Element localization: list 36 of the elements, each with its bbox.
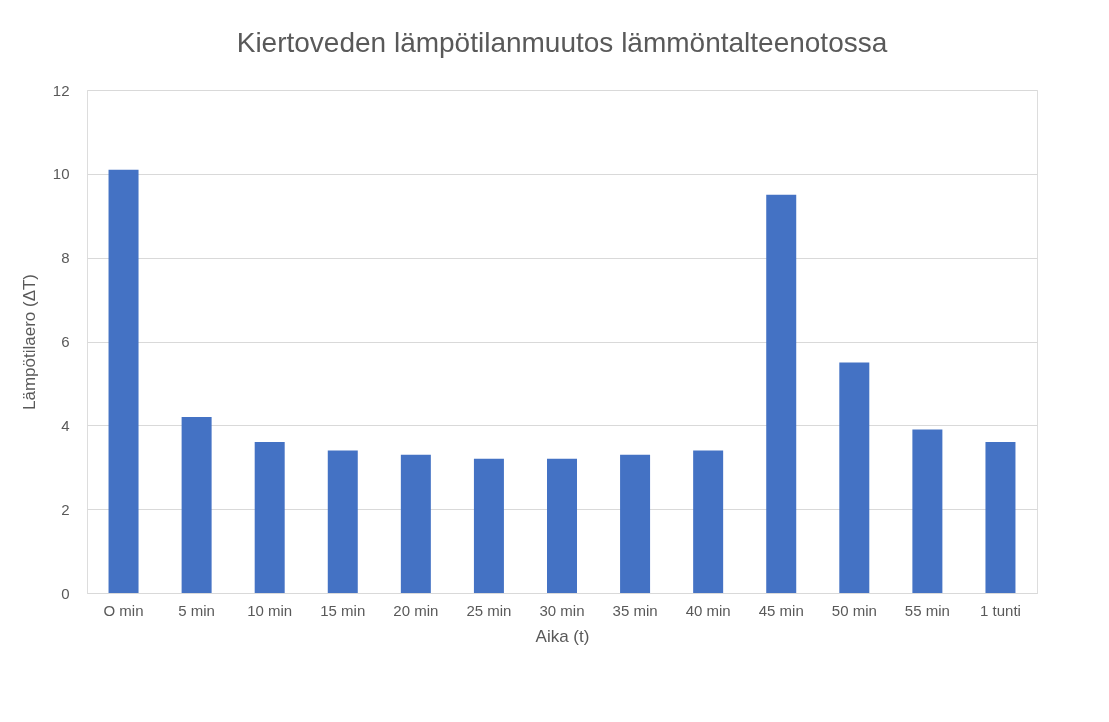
y-tick-label: 10 <box>52 165 70 183</box>
x-tick-label: 15 min <box>320 601 366 619</box>
bar <box>181 416 212 593</box>
y-axis-title: Lämpötilaero (ΔT) <box>19 273 39 411</box>
y-tick-label: 4 <box>61 416 70 434</box>
bar <box>473 458 504 593</box>
bar <box>839 362 870 593</box>
x-tick-label: O min <box>103 601 144 619</box>
bar <box>912 429 943 593</box>
bar <box>547 458 577 593</box>
x-tick-label: 25 min <box>466 601 512 619</box>
bar <box>985 442 1016 593</box>
x-tick-label: 5 min <box>178 601 215 619</box>
bar <box>400 454 431 593</box>
x-tick-label: 55 min <box>904 601 950 619</box>
x-tick-label: 45 min <box>758 601 804 619</box>
x-tick-label: 30 min <box>539 601 585 619</box>
chart-title: Kiertoveden lämpötilanmuutos lämmöntalteenotossa <box>236 27 888 58</box>
bar <box>693 450 724 593</box>
x-tick-label: 50 min <box>831 601 877 619</box>
y-tick-label: 12 <box>52 81 70 99</box>
bar <box>254 442 285 593</box>
x-tick-label: 35 min <box>612 601 658 619</box>
y-tick-label: 8 <box>61 249 70 267</box>
y-tick-label: 6 <box>61 333 70 350</box>
bar <box>327 450 358 593</box>
x-tick-label: 40 min <box>685 601 731 619</box>
x-tick-label: 1 tunti <box>980 601 1021 619</box>
bar <box>108 169 139 593</box>
x-axis-title: Aika (t) <box>535 626 590 646</box>
x-tick-label: 10 min <box>247 601 293 619</box>
y-tick-label: 2 <box>61 500 70 518</box>
bar <box>766 194 797 593</box>
x-tick-label: 20 min <box>393 601 439 619</box>
bar <box>620 454 651 593</box>
y-tick-label: 0 <box>61 584 70 602</box>
